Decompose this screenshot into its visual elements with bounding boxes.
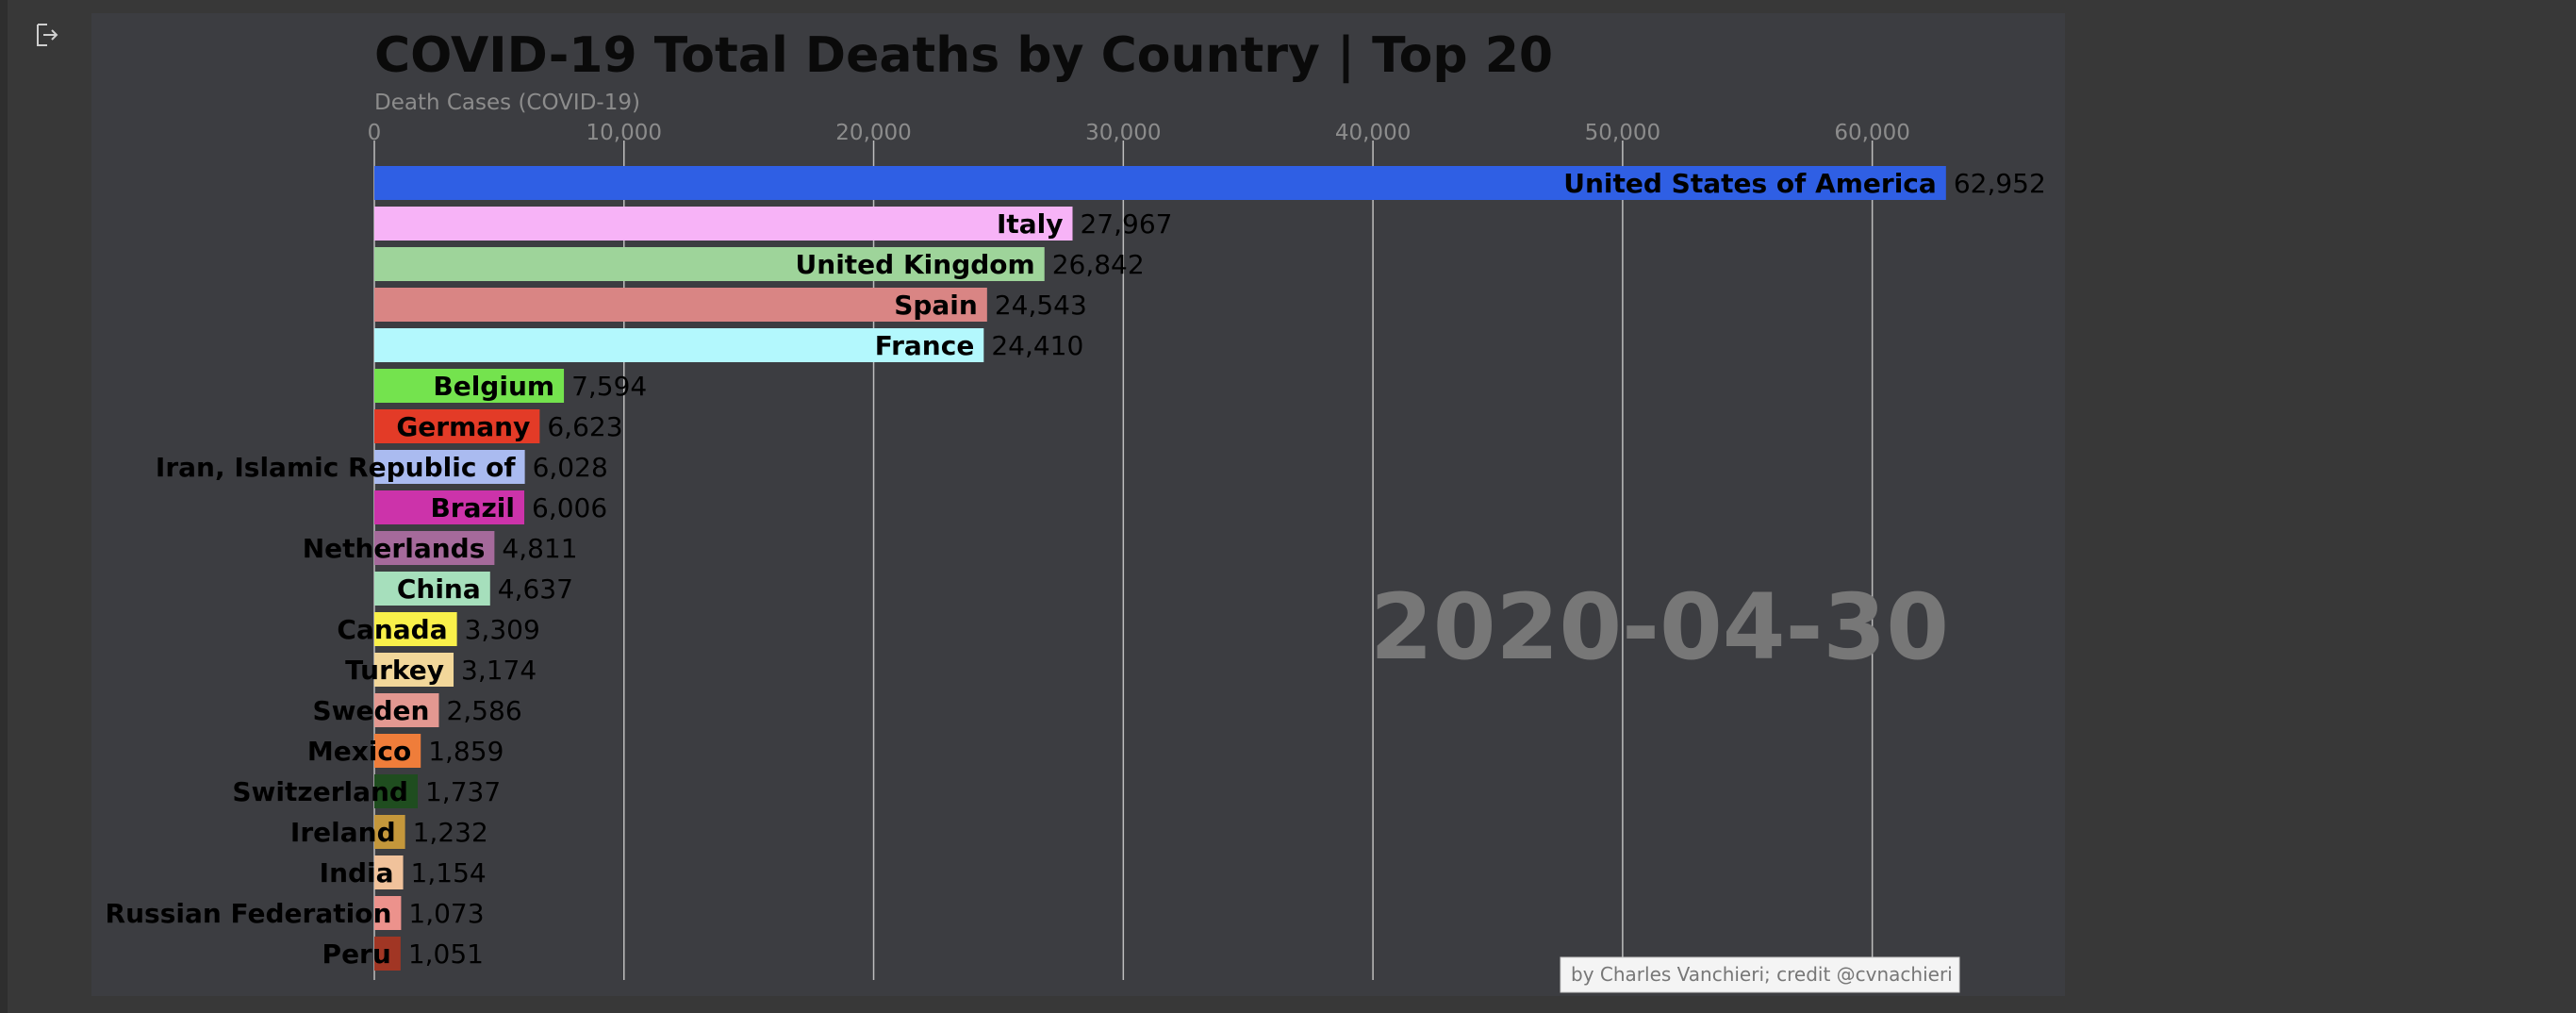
date-label: 2020-04-30 (1370, 574, 1949, 680)
bar-group: Belgium 7,594 (374, 369, 647, 403)
bar-category-label: Italy (997, 208, 1064, 240)
bar (374, 247, 1045, 281)
bar-category-label: Turkey (345, 655, 444, 686)
x-axis-label: Death Cases (COVID-19) (374, 91, 640, 115)
bar-category-label: Switzerland (232, 776, 408, 807)
bar (374, 450, 525, 484)
bar (374, 572, 490, 606)
bar-value-label: 1,737 (425, 776, 501, 807)
x-tick-label: 40,000 (1335, 121, 1411, 145)
bar-value-label: 1,232 (413, 817, 488, 848)
bar-category-label: Brazil (430, 492, 515, 523)
bar (374, 896, 402, 930)
bar-value-label: 62,952 (1954, 168, 2046, 199)
bar-category-label: Belgium (433, 371, 554, 402)
bar (374, 855, 404, 889)
x-tick-label: 10,000 (586, 121, 662, 145)
bar-category-label: France (875, 330, 975, 361)
bar (374, 774, 418, 808)
x-tick-label: 0 (368, 121, 382, 145)
bar-group: Netherlands 4,811 (303, 531, 578, 565)
bar (374, 734, 421, 768)
bars-layer: United States of America 62,952 Italy 27,96… (106, 166, 2046, 971)
bar-value-label: 1,051 (408, 938, 484, 970)
bar-value-label: 3,174 (461, 655, 537, 686)
bar-category-label: United States of America (1563, 168, 1937, 199)
bar (374, 369, 565, 403)
bar-category-label: Iran, Islamic Republic of (156, 452, 516, 483)
bar-value-label: 3,309 (465, 614, 540, 645)
bar-value-label: 27,967 (1080, 208, 1172, 240)
bar-value-label: 1,154 (411, 857, 487, 888)
bar-group: Brazil 6,006 (374, 490, 607, 524)
bar-value-label: 6,623 (547, 411, 622, 442)
bar-category-label: Netherlands (303, 533, 486, 564)
bar-group: United Kingdom 26,842 (374, 247, 1145, 281)
bar-value-label: 1,073 (408, 898, 484, 929)
bar-value-label: 26,842 (1052, 249, 1145, 280)
bar (374, 490, 525, 524)
bar-group: United States of America 62,952 (374, 166, 2046, 200)
bar-value-label: 2,586 (446, 695, 521, 726)
bar-value-label: 24,543 (995, 290, 1087, 321)
bar-group: India 1,154 (320, 855, 487, 889)
bar (374, 207, 1073, 241)
bar-group: Spain 24,543 (374, 288, 1087, 322)
bar-category-label: United Kingdom (796, 249, 1035, 280)
bar-group: Ireland 1,232 (290, 815, 488, 849)
bar-group: France 24,410 (374, 328, 1083, 362)
bar (374, 653, 454, 687)
bar-value-label: 6,028 (533, 452, 608, 483)
bar-group: Germany 6,623 (374, 409, 623, 443)
bar-category-label: Germany (396, 411, 530, 442)
bar-group: Switzerland 1,737 (232, 774, 501, 808)
bar-category-label: Russian Federation (106, 898, 392, 929)
bar-group: Italy 27,967 (374, 207, 1172, 241)
x-tick-label: 60,000 (1834, 121, 1909, 145)
chart-title: COVID-19 Total Deaths by Country | Top 2… (374, 27, 1553, 84)
bar (374, 693, 439, 727)
bar (374, 937, 401, 971)
bar-group: Iran, Islamic Republic of 6,028 (156, 450, 608, 484)
bar-category-label: Mexico (307, 736, 411, 767)
output-exit-icon[interactable] (31, 19, 63, 51)
x-tick-label: 30,000 (1085, 121, 1161, 145)
credit-text: by Charles Vanchieri; credit @cvnachieri (1571, 963, 1953, 986)
bar-category-label: China (397, 573, 481, 605)
bar-value-label: 4,811 (502, 533, 577, 564)
bar-group: Russian Federation 1,073 (106, 896, 485, 930)
bar-value-label: 24,410 (991, 330, 1083, 361)
x-tick-label: 50,000 (1585, 121, 1660, 145)
chart-figure: COVID-19 Total Deaths by Country | Top 2… (91, 13, 2065, 996)
bar-category-label: Sweden (312, 695, 429, 726)
bar (374, 288, 987, 322)
bar-value-label: 4,637 (498, 573, 573, 605)
bar-group: China 4,637 (374, 572, 573, 606)
bar (374, 815, 405, 849)
bar (374, 166, 1946, 200)
bar-group: Turkey 3,174 (345, 653, 537, 687)
bar-group: Sweden 2,586 (312, 693, 522, 727)
bar-category-label: Peru (322, 938, 391, 970)
credit-box: by Charles Vanchieri; credit @cvnachieri (1560, 956, 1960, 993)
bar-chart-race: COVID-19 Total Deaths by Country | Top 2… (106, 27, 2046, 993)
bar (374, 612, 457, 646)
bar (374, 328, 984, 362)
bar (374, 409, 540, 443)
x-axis-ticks: 0 10,000 20,000 30,000 40,000 50,000 60,000 (368, 121, 1910, 145)
bar-category-label: India (320, 857, 394, 888)
bar-value-label: 6,006 (532, 492, 607, 523)
bar-group: Mexico 1,859 (307, 734, 504, 768)
bar-category-label: Canada (337, 614, 447, 645)
output-rail (0, 0, 8, 1013)
bar-value-label: 1,859 (428, 736, 504, 767)
bar-category-label: Spain (894, 290, 978, 321)
bar (374, 531, 495, 565)
bar-group: Canada 3,309 (337, 612, 540, 646)
bar-value-label: 7,594 (571, 371, 647, 402)
bar-category-label: Ireland (290, 817, 396, 848)
bar-group: Peru 1,051 (322, 937, 484, 971)
x-tick-label: 20,000 (835, 121, 911, 145)
